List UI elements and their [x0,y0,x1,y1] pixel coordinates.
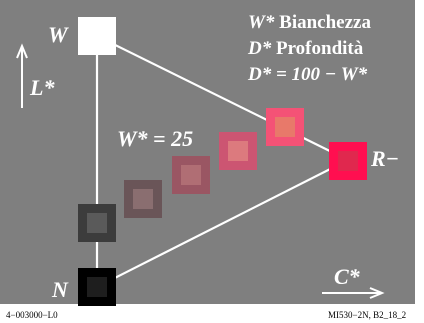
legend-line-1: W* Bianchezza [248,12,371,34]
white-to-red-line [96,35,349,161]
legend-text-whiteness: Bianchezza [279,12,371,33]
c-axis-label: C* [334,264,360,289]
pink-patch-3 [219,132,257,170]
footer-right-code: MI530−2N, B2_18_2 [328,310,407,320]
legend-line-2: D* Profondità [248,38,363,60]
black-label: N [52,277,68,302]
red-patch [329,142,367,180]
black-to-red-line [96,159,349,288]
l-axis-arrowhead [16,43,28,59]
l-axis-label: L* [30,75,55,100]
legend-symbol-depth: D* [248,38,272,59]
legend-symbol-whiteness: W* [248,12,275,33]
black-patch [78,268,116,306]
white-label: W [48,22,68,47]
mauve-patch-2 [172,156,210,194]
footer-left-code: 4−003000−L0 [6,310,58,320]
whiteness-25-label: W* = 25 [117,126,194,151]
c-axis-arrowhead [369,287,385,299]
red-label: R− [371,146,400,171]
legend-text-depth: Profondità [275,38,364,59]
pink-patch-4 [266,108,304,146]
white-patch [78,17,116,55]
mauve-patch-1 [124,180,162,218]
legend-formula: D* = 100 − W* [248,64,368,85]
gray-patch [78,204,116,242]
